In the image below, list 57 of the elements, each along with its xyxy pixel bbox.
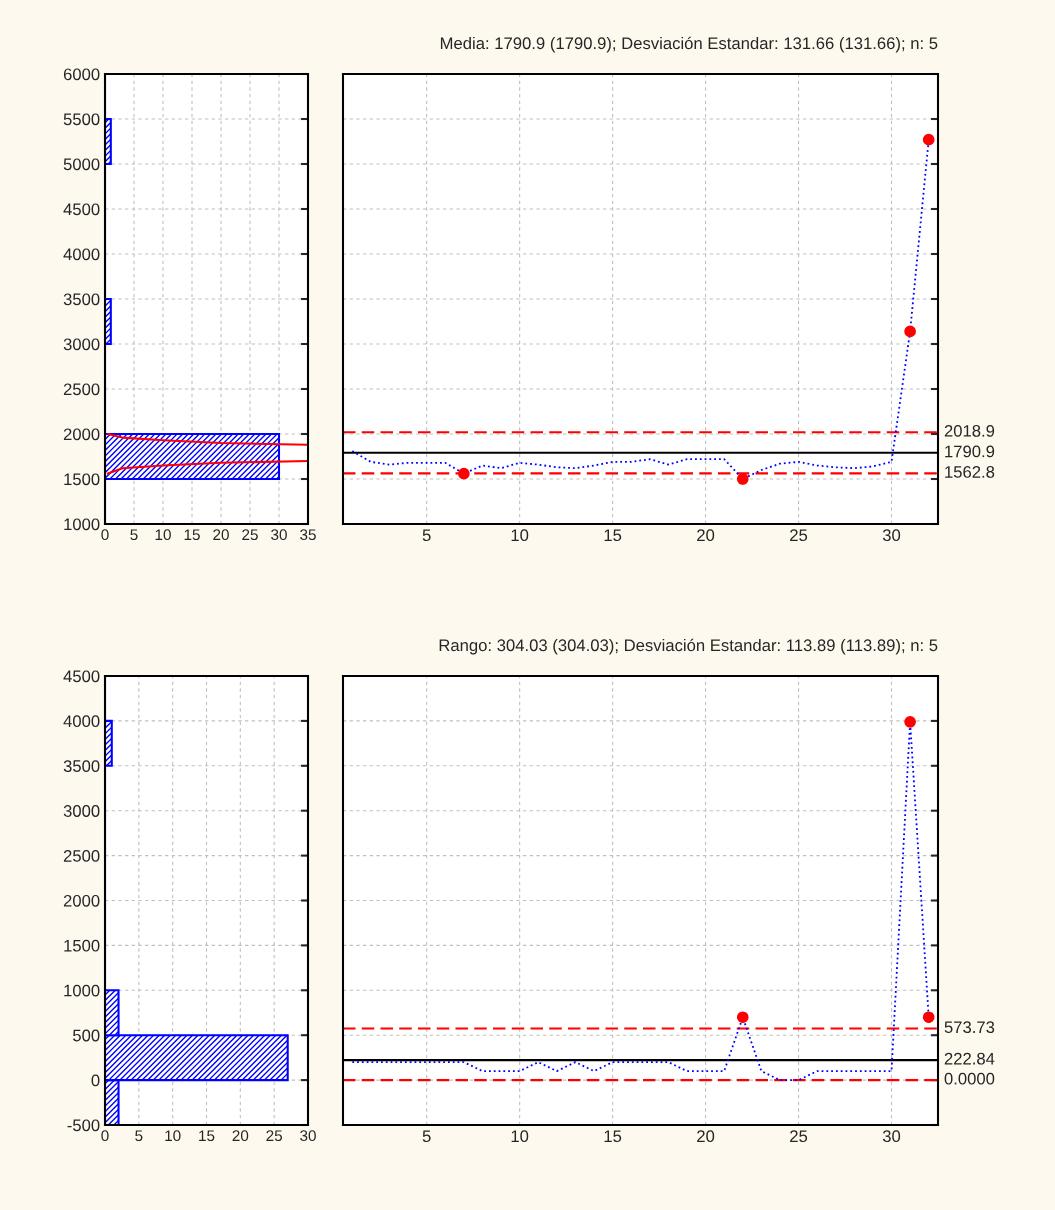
- x-tick-label: 25: [242, 529, 258, 541]
- ref-line-label: 1562.8: [945, 466, 995, 478]
- x-tick-label: 5: [135, 1130, 143, 1142]
- x-tick-label: 30: [882, 1130, 901, 1143]
- y-tick-label: 4500: [63, 203, 100, 216]
- y-tick-label: 5500: [63, 113, 100, 126]
- y-tick-label: 3500: [63, 293, 100, 306]
- y-tick-label: 4500: [63, 670, 100, 683]
- y-tick-label: 1000: [64, 518, 100, 531]
- y-tick-label: 4000: [63, 715, 100, 728]
- y-tick-label: 5000: [63, 158, 100, 171]
- y-tick-label: 3000: [63, 338, 100, 351]
- x-tick-label: 15: [199, 1130, 215, 1142]
- y-tick-label: 500: [73, 1029, 100, 1042]
- y-tick-label: -500: [67, 1119, 100, 1132]
- y-tick-label: 1500: [64, 939, 100, 952]
- ref-line-label: 573.73: [944, 1021, 995, 1034]
- x-tick-label: 25: [266, 1130, 283, 1142]
- x-tick-label: 15: [184, 529, 200, 541]
- y-tick-label: 4000: [63, 248, 100, 261]
- y-tick-label: 2000: [63, 894, 100, 907]
- y-tick-label: 1000: [64, 984, 100, 997]
- y-tick-label: 3000: [63, 805, 100, 817]
- x-tick-label: 10: [511, 529, 529, 542]
- chart-title: Rango: 304.03 (304.03); Desviación Estandar: 113.89 (113.89); n: 5: [439, 638, 938, 655]
- x-tick-label: 30: [300, 1130, 316, 1142]
- y-tick-label: 2500: [63, 850, 100, 862]
- x-tick-label: 0: [101, 1130, 109, 1142]
- x-tick-label: 30: [882, 529, 901, 542]
- chart-title: Media: 1790.9 (1790.9); Desviación Estandar: 131.66 (131.66); n: 5: [440, 36, 938, 53]
- x-tick-label: 5: [422, 1130, 431, 1143]
- x-tick-label: 25: [790, 529, 808, 542]
- x-tick-label: 10: [165, 1130, 181, 1142]
- x-tick-label: 15: [604, 529, 622, 542]
- y-tick-label: 6000: [63, 68, 100, 81]
- ref-line-label: 222.84: [944, 1052, 995, 1065]
- x-tick-label: 35: [300, 529, 316, 541]
- x-tick-label: 20: [697, 529, 715, 542]
- x-tick-label: 10: [155, 529, 171, 541]
- x-tick-label: 15: [604, 1130, 622, 1143]
- x-tick-label: 20: [213, 529, 229, 541]
- x-tick-label: 5: [422, 529, 431, 542]
- ref-line-label: 1790.9: [945, 445, 995, 458]
- y-tick-label: 2000: [63, 428, 100, 441]
- y-tick-label: 3500: [63, 760, 100, 772]
- ref-line-label: 2018.9: [944, 424, 995, 437]
- x-tick-label: 20: [232, 1130, 249, 1142]
- x-tick-label: 25: [790, 1130, 808, 1143]
- x-tick-label: 0: [101, 529, 109, 541]
- y-tick-label: 1500: [64, 473, 100, 486]
- x-tick-label: 10: [511, 1130, 529, 1143]
- y-tick-label: 0: [91, 1074, 100, 1087]
- y-tick-label: 2500: [63, 383, 100, 396]
- ref-line-label: 0.0000: [944, 1072, 995, 1085]
- x-tick-label: 30: [271, 529, 287, 541]
- x-tick-label: 5: [130, 529, 138, 541]
- x-tick-label: 20: [697, 1130, 715, 1143]
